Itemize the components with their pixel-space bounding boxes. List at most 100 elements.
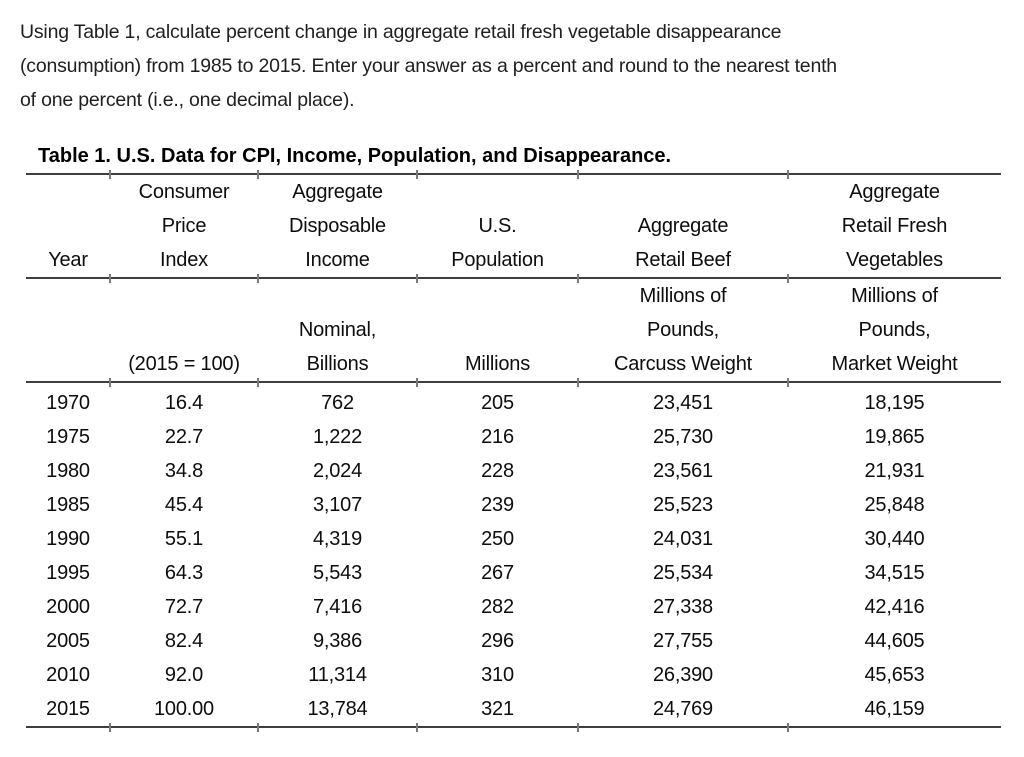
table-row: 1975 22.7 1,222 216 25,730 19,865 [26, 420, 1001, 454]
unit-header-income: Nominal, Billions [258, 278, 417, 383]
table-row: 1995 64.3 5,543 267 25,534 34,515 [26, 556, 1001, 590]
table-cell: 25,848 [864, 494, 925, 516]
table-cell: 30,440 [864, 528, 925, 550]
header-line [26, 313, 110, 347]
table-cell: 2000 [46, 596, 90, 618]
table-cell: 34,515 [864, 562, 925, 584]
header-line: Aggregate [292, 181, 383, 203]
header-line: Year [48, 249, 88, 271]
column-boundary-tick [109, 378, 111, 387]
table-cell: 1,222 [312, 426, 363, 448]
header-line [417, 313, 578, 347]
table-cell: 321 [417, 692, 578, 728]
column-boundary-tick [577, 170, 579, 179]
header-line: (2015 = 100) [128, 353, 240, 375]
column-boundary-tick [577, 378, 579, 387]
header-line [26, 209, 110, 243]
unit-header-beef: Millions of Pounds, Carcuss Weight [578, 278, 788, 383]
column-boundary-tick [577, 274, 579, 283]
header-line [417, 279, 578, 313]
table-cell: 2010 [46, 664, 90, 686]
column-boundary-tick [109, 723, 111, 732]
header-line: U.S. [478, 215, 517, 237]
column-header-cpi: Consumer Price Index [110, 175, 258, 279]
table-cell: 3,107 [312, 494, 363, 516]
table-cell: 26,390 [653, 664, 713, 686]
table-cell: 250 [481, 528, 514, 550]
unit-header-year [26, 278, 110, 383]
header-line: Price [161, 215, 207, 237]
table-cell: 267 [481, 562, 514, 584]
header-line: Retail Fresh [841, 215, 948, 237]
table-cell: 1990 [46, 528, 90, 550]
column-boundary-tick [416, 274, 418, 283]
unit-header-cpi: (2015 = 100) [110, 278, 258, 383]
header-line: Billions [306, 353, 369, 375]
header-row-units: (2015 = 100) Nominal, Billions Millions … [26, 278, 1001, 383]
header-line: Consumer [138, 181, 230, 203]
table-cell: 19,865 [864, 426, 925, 448]
column-boundary-tick [416, 170, 418, 179]
table-cell: 1970 [46, 392, 90, 414]
column-header-vegetables: Aggregate Retail Fresh Vegetables [788, 175, 1001, 279]
header-line [26, 279, 110, 313]
table-cell: 1975 [46, 426, 90, 448]
table-cell: 205 [481, 392, 514, 414]
column-boundary-tick [257, 723, 259, 732]
header-line: Income [305, 249, 370, 271]
column-boundary-tick [257, 378, 259, 387]
table-row: 1970 16.4 762 205 23,451 18,195 [26, 382, 1001, 420]
header-line: Carcuss Weight [614, 353, 752, 375]
header-line [26, 175, 110, 209]
table-cell: 22.7 [164, 426, 204, 448]
data-table: Table 1. U.S. Data for CPI, Income, Popu… [26, 140, 1001, 732]
table-row: 2015 100.00 13,784 321 24,769 46,159 [26, 692, 1001, 728]
table-cell: 92.0 [164, 664, 204, 686]
table-row: 1985 45.4 3,107 239 25,523 25,848 [26, 488, 1001, 522]
header-line [26, 347, 110, 381]
table-cell: 1995 [46, 562, 90, 584]
table-cell: 64.3 [164, 562, 204, 584]
header-line: Market Weight [831, 353, 958, 375]
question-line: of one percent (i.e., one decimal place)… [20, 89, 355, 111]
column-boundary-tick [257, 170, 259, 179]
header-line [110, 279, 258, 313]
column-boundary-tick [787, 723, 789, 732]
header-line: Millions [464, 353, 531, 375]
column-boundary-tick [257, 274, 259, 283]
question-line: Using Table 1, calculate percent change … [20, 21, 782, 43]
column-header-income: Aggregate Disposable Income [258, 175, 417, 279]
table-cell: 34.8 [164, 460, 204, 482]
table-cell: 282 [481, 596, 514, 618]
column-header-year: Year [26, 175, 110, 279]
table-cell: 72.7 [164, 596, 204, 618]
header-line [258, 279, 417, 313]
table-cell: 25,730 [653, 426, 713, 448]
table-cell: 1985 [46, 494, 90, 516]
column-boundary-tick [109, 170, 111, 179]
table-cell: 25,534 [653, 562, 713, 584]
table-row: 2000 72.7 7,416 282 27,338 42,416 [26, 590, 1001, 624]
header-line: Disposable [289, 215, 386, 237]
table-cell: 1980 [46, 460, 90, 482]
table-cell: 296 [481, 630, 514, 652]
table-cell: 9,386 [312, 630, 363, 652]
column-header-beef: Aggregate Retail Beef [578, 175, 788, 279]
header-line: Millions of [639, 285, 727, 307]
table-cell: 762 [321, 392, 354, 414]
header-line [417, 175, 578, 209]
table-cell: 216 [481, 426, 514, 448]
header-line [578, 175, 788, 209]
table-row: 2005 82.4 9,386 296 27,755 44,605 [26, 624, 1001, 658]
table-row: 2010 92.0 11,314 310 26,390 45,653 [26, 658, 1001, 692]
table-cell: 82.4 [164, 630, 204, 652]
table-cell: 5,543 [312, 562, 363, 584]
table-cell: 16.4 [164, 392, 204, 414]
header-line: Millions of [851, 285, 938, 307]
table-cell: 100.00 [110, 692, 258, 728]
table-cell: 23,561 [653, 460, 713, 482]
us-data-table: Year Consumer Price Index Aggregate Disp… [26, 175, 1001, 728]
table-cell: 2005 [46, 630, 90, 652]
table-cell: 55.1 [164, 528, 204, 550]
table-cell: 11,314 [308, 664, 367, 686]
